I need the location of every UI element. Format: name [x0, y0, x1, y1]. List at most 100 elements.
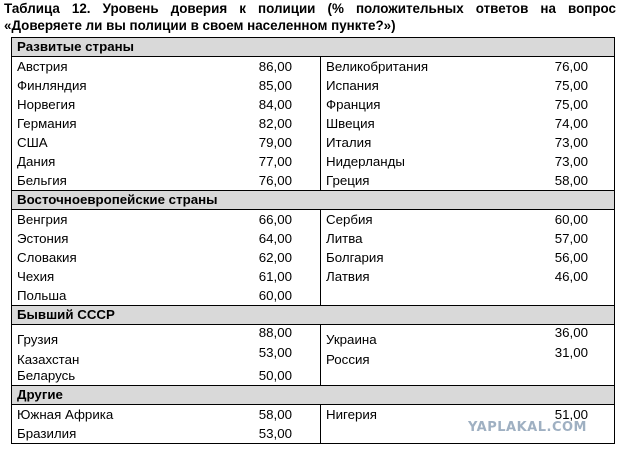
country-name: Болгария	[326, 250, 384, 265]
trust-value: 56,00	[554, 250, 589, 265]
trust-value: 60,00	[554, 212, 589, 227]
country-name: Литва	[326, 231, 363, 246]
table-row: Греция 58,00	[321, 171, 614, 190]
section-header: Другие	[10, 385, 616, 405]
table-row: Польша 60,00	[12, 286, 320, 305]
trust-value: 57,00	[554, 231, 589, 246]
table-row: Латвия 46,00	[321, 267, 614, 286]
caption-line-1: Таблица 12. Уровень доверия к полиции (%…	[4, 1, 616, 16]
caption-line-2: «Доверяете ли вы полиции в своем населен…	[4, 18, 396, 33]
country-name: Германия	[17, 116, 77, 131]
section-right-column: Украина 36,00 Россия 31,00	[319, 324, 616, 386]
table-row: Италия 73,00	[321, 133, 614, 152]
trust-value: 73,00	[554, 154, 589, 169]
trust-value: 73,00	[554, 135, 589, 150]
country-name: Франция	[326, 97, 381, 112]
trust-value: 76,00	[258, 173, 292, 188]
trust-value: 61,00	[258, 269, 292, 284]
country-name: Нигерия	[326, 407, 378, 422]
country-name: Латвия	[326, 269, 370, 284]
trust-value: 84,00	[258, 97, 292, 112]
table-row: Дания 77,00	[12, 152, 320, 171]
table-row: Норвегия 84,00	[12, 95, 320, 114]
table-row: Словакия 62,00	[12, 248, 320, 267]
country-name: Украина	[326, 332, 377, 347]
country-name: Дания	[17, 154, 56, 169]
table-row: Эстония 64,00	[12, 229, 320, 248]
table-row: Бельгия 76,00	[12, 171, 320, 190]
trust-value: 79,00	[258, 135, 292, 150]
country-name: Нидерланды	[326, 154, 405, 169]
watermark-logo: YAPLAKAL.COM	[468, 420, 587, 435]
country-name: Венгрия	[17, 212, 68, 227]
country-name: Великобритания	[326, 59, 429, 74]
trust-value: 76,00	[554, 59, 589, 74]
table-row: Австрия 86,00	[12, 57, 320, 76]
trust-value: 75,00	[554, 97, 589, 112]
country-name: Норвегия	[17, 97, 76, 112]
trust-value: 58,00	[258, 407, 292, 422]
table-row: Грузия 88,00	[12, 325, 320, 347]
section-right-column: Великобритания 76,00 Испания 75,00 Франция…	[319, 56, 616, 191]
trust-value: 46,00	[554, 269, 589, 284]
country-name: Южная Африка	[17, 407, 114, 422]
country-name: Чехия	[17, 269, 55, 284]
section-right-column: Сербия 60,00 Литва 57,00 Болгария 56,00 Лат…	[319, 209, 616, 306]
trust-value: 85,00	[258, 78, 292, 93]
trust-value: 74,00	[554, 116, 589, 131]
table-row: Украина 36,00	[321, 325, 614, 347]
country-name: Финляндия	[17, 78, 87, 93]
table-row: Нигерия 51,00	[321, 405, 614, 424]
table-row: Литва 57,00	[321, 229, 614, 248]
section-right-column: Нигерия 51,00	[319, 404, 616, 444]
table-row: Сербия 60,00	[321, 210, 614, 229]
country-name: Греция	[326, 173, 370, 188]
trust-value: 53,00	[258, 426, 292, 441]
trust-value: 58,00	[554, 173, 589, 188]
country-name: Эстония	[17, 231, 69, 246]
trust-value: 66,00	[258, 212, 292, 227]
trust-value: 53,00	[258, 345, 292, 360]
police-trust-table: Развитые страны Австрия 86,00 Финляндия 85…	[10, 37, 616, 444]
trust-value: 75,00	[554, 78, 589, 93]
country-name: Бельгия	[17, 173, 67, 188]
table-caption: Таблица 12. Уровень доверия к полиции (%…	[4, 0, 616, 34]
section-header: Бывший СССР	[10, 305, 616, 325]
section-header: Восточноевропейские страны	[10, 190, 616, 210]
country-name: Словакия	[17, 250, 77, 265]
table-row: Южная Африка 58,00	[12, 405, 320, 424]
trust-value: 60,00	[258, 288, 292, 303]
country-name: США	[17, 135, 48, 150]
country-name: Беларусь	[17, 368, 76, 383]
table-row: Германия 82,00	[12, 114, 320, 133]
trust-value: 86,00	[258, 59, 292, 74]
table-row: Беларусь 50,00	[12, 366, 320, 385]
table-row: Россия 31,00	[321, 345, 614, 367]
country-name: Испания	[326, 78, 379, 93]
trust-value: 77,00	[258, 154, 292, 169]
table-row: Великобритания 76,00	[321, 57, 614, 76]
country-name: Грузия	[17, 332, 59, 347]
country-name: Бразилия	[17, 426, 77, 441]
country-name: Россия	[326, 352, 370, 367]
table-row: Франция 75,00	[321, 95, 614, 114]
trust-value: 31,00	[554, 345, 589, 360]
trust-value: 62,00	[258, 250, 292, 265]
section-left-column: Венгрия 66,00 Эстония 64,00 Словакия 62,00 …	[11, 209, 321, 306]
section-left-column: Грузия 88,00 Казахстан 53,00 Беларусь 50,00	[11, 324, 321, 386]
section-header: Развитые страны	[10, 37, 616, 57]
section-left-column: Южная Африка 58,00 Бразилия 53,00	[11, 404, 321, 444]
table-row: Болгария 56,00	[321, 248, 614, 267]
country-name: Сербия	[326, 212, 373, 227]
table-row: Испания 75,00	[321, 76, 614, 95]
table-row: Швеция 74,00	[321, 114, 614, 133]
table-row: Чехия 61,00	[12, 267, 320, 286]
trust-value: 88,00	[258, 325, 292, 340]
trust-value: 50,00	[258, 368, 292, 383]
country-name: Казахстан	[17, 352, 80, 367]
table-row: США 79,00	[12, 133, 320, 152]
trust-value: 64,00	[258, 231, 292, 246]
country-name: Австрия	[17, 59, 68, 74]
table-row: Нидерланды 73,00	[321, 152, 614, 171]
table-row: Венгрия 66,00	[12, 210, 320, 229]
